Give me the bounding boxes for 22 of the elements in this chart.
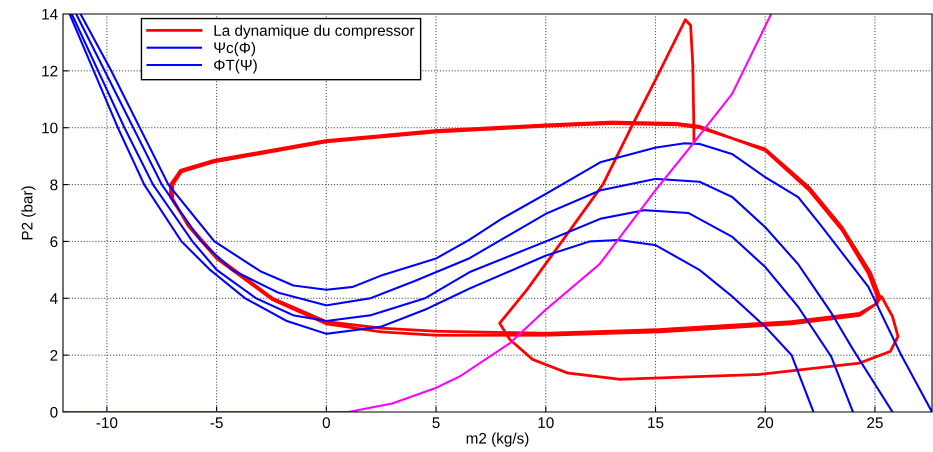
y-axis-title: P2 (bar) [21, 186, 36, 240]
y-tick-label: 6 [50, 236, 58, 248]
y-tick-label: 8 [50, 179, 58, 190]
y-tick-label: 12 [42, 66, 58, 76]
x-tick-label: 0 [322, 417, 330, 428]
legend-label: La dynamique du compressor [214, 24, 414, 39]
x-tick-label: -10 [96, 417, 118, 428]
line-series [169, 18, 900, 381]
x-tick-label: -5 [210, 417, 223, 428]
legend-label: Ψc(Φ) [214, 42, 256, 56]
y-tick-label: 10 [42, 122, 58, 134]
x-tick-label: 20 [757, 417, 774, 428]
legend-label: ΦT(Ψ) [214, 59, 257, 74]
x-tick-label: 25 [867, 417, 883, 428]
y-tick-label: 4 [50, 293, 58, 304]
x-tick-label: 15 [648, 417, 664, 428]
x-tick-label: 5 [432, 417, 440, 428]
y-tick-label: 14 [42, 9, 58, 20]
x-axis-title: m2 (kg/s) [466, 432, 528, 447]
x-tick-label: 10 [538, 417, 554, 428]
y-tick-label: 2 [50, 350, 58, 361]
y-tick-label: 0 [50, 406, 58, 418]
